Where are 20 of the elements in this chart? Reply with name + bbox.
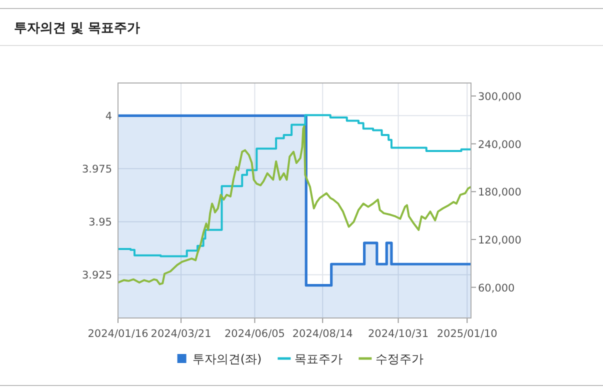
chart-title: 투자의견 및 목표주가 [14, 21, 140, 36]
x-tick-label: 2024/01/16 [88, 328, 149, 340]
legend-label: 목표주가 [294, 352, 343, 366]
x-tick-label: 2025/01/10 [436, 328, 498, 340]
x-tick-label: 2024/03/21 [150, 328, 212, 340]
x-tick-label: 2024/08/14 [292, 328, 354, 340]
y2-tick-label: 120,000 [478, 234, 522, 246]
y-tick-label: 3.95 [88, 216, 112, 229]
y2-tick-label: 60,000 [478, 282, 515, 294]
y2-tick-label: 180,000 [478, 186, 522, 199]
legend-label: 수정주가 [376, 352, 424, 366]
legend-label: 투자의견(좌) [192, 352, 262, 366]
line-series [118, 125, 471, 286]
y2-tick-label: 240,000 [478, 138, 522, 151]
x-tick-label: 2024/10/31 [368, 328, 429, 340]
y-tick-label: 3.925 [82, 270, 112, 282]
y2-tick-label: 300,000 [478, 90, 522, 103]
y-tick-label: 3.975 [82, 164, 112, 176]
y-tick-label: 4 [105, 110, 112, 123]
x-tick-label: 2024/06/05 [224, 328, 286, 340]
